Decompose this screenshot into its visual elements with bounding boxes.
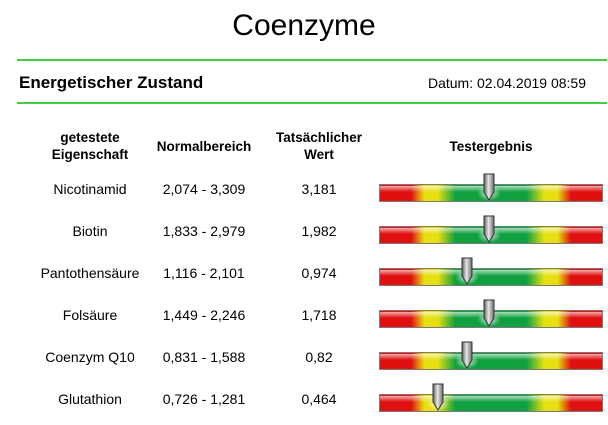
date-label: Datum: 02.04.2019 08:59 (427, 75, 586, 91)
pin-icon (432, 383, 444, 411)
pin-icon (461, 257, 473, 285)
gauge-marker-pin (461, 257, 473, 285)
header-property-line1: getestete (60, 130, 120, 145)
result-gauge (379, 299, 603, 328)
header-normal-range: Normalbereich (156, 139, 252, 154)
row-property-name: Folsäure (62, 307, 118, 323)
row-actual-value: 3,181 (301, 181, 337, 197)
gauge-marker-pin (483, 173, 495, 201)
pin-icon (483, 299, 495, 327)
header-actual-line2: Wert (304, 147, 334, 162)
gauge-marker-pin (432, 383, 444, 411)
gauge-gloss (380, 270, 602, 276)
row-actual-value: 0,974 (301, 265, 337, 281)
row-property-name: Pantothensäure (40, 265, 140, 281)
header-actual-value: Tatsächlicher Wert (262, 129, 376, 163)
row-normal-range: 0,831 - 1,588 (162, 349, 246, 365)
header-actual-line1: Tatsächlicher (275, 130, 363, 145)
gauge-gloss (380, 354, 602, 360)
result-gauge (379, 215, 603, 244)
divider-bottom (17, 102, 607, 104)
row-actual-value: 0,464 (301, 391, 337, 407)
row-normal-range: 0,726 - 1,281 (162, 391, 246, 407)
pin-icon (483, 215, 495, 243)
row-property-name: Biotin (72, 223, 108, 239)
row-property-name: Glutathion (58, 391, 122, 407)
row-actual-value: 1,982 (301, 223, 337, 239)
section-title: Energetischer Zustand (19, 73, 204, 92)
row-normal-range: 1,833 - 2,979 (162, 223, 246, 239)
pin-icon (483, 173, 495, 201)
result-gauge (379, 341, 603, 370)
pin-icon (461, 341, 473, 369)
result-gauge (379, 383, 603, 412)
row-property-name: Nicotinamid (53, 181, 127, 197)
divider-top (17, 59, 607, 61)
result-gauge (379, 173, 603, 202)
gauge-marker-pin (483, 299, 495, 327)
row-actual-value: 0,82 (305, 349, 333, 365)
row-actual-value: 1,718 (301, 307, 337, 323)
row-normal-range: 2,074 - 3,309 (162, 181, 246, 197)
gauge-marker-pin (483, 215, 495, 243)
header-property: getestete Eigenschaft (30, 129, 150, 163)
gauge-marker-pin (461, 341, 473, 369)
result-gauge (379, 257, 603, 286)
row-property-name: Coenzym Q10 (45, 349, 135, 365)
row-normal-range: 1,116 - 2,101 (163, 265, 245, 281)
page-title: Coenzyme (232, 9, 376, 42)
header-test-result: Testergebnis (449, 139, 533, 154)
header-property-line2: Eigenschaft (51, 147, 129, 162)
row-normal-range: 1,449 - 2,246 (162, 307, 246, 323)
gauge-gloss (380, 396, 602, 402)
